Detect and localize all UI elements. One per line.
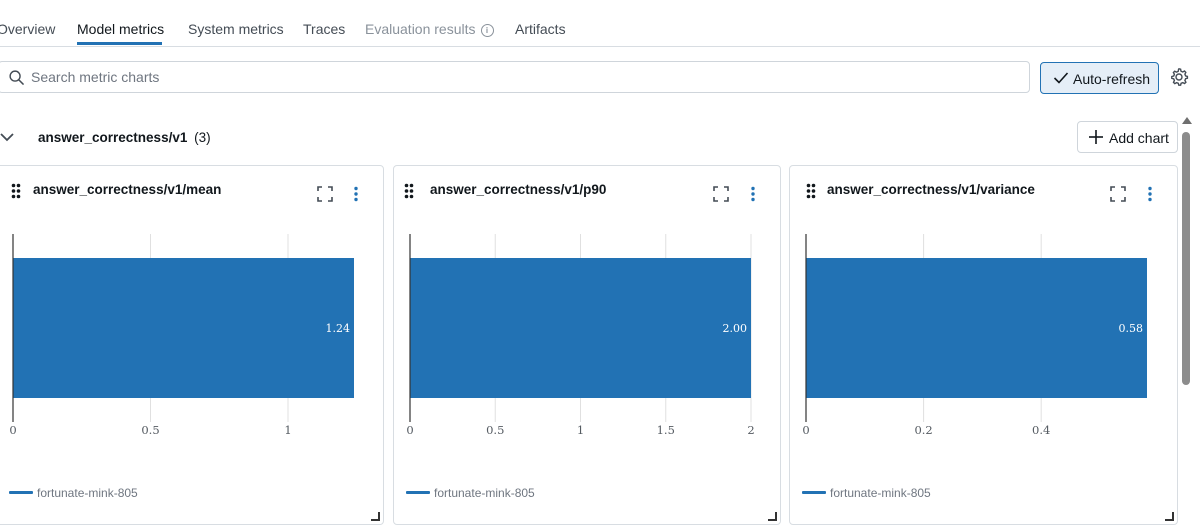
fullscreen-icon[interactable] xyxy=(713,186,729,202)
x-tick-label: 0 xyxy=(9,423,16,437)
tab-system-metrics[interactable]: System metrics xyxy=(188,21,284,37)
section-title: answer_correctness/v1 (3) xyxy=(38,130,211,145)
tab-evaluation-results-label: Evaluation results xyxy=(365,21,476,37)
bar xyxy=(806,258,1147,398)
tab-evaluation-results[interactable]: Evaluation results i xyxy=(365,21,494,37)
chart-card-p90: answer_correctness/v1/p90 2.00 0 0.5 1 1.5 2 … xyxy=(393,165,781,525)
drag-handle-icon[interactable] xyxy=(404,183,414,199)
chart-legend: fortunate-mink-805 xyxy=(802,486,931,500)
chart-legend: fortunate-mink-805 xyxy=(9,486,138,500)
bar-chart: 2.00 0 0.5 1 1.5 2 xyxy=(406,234,755,437)
auto-refresh-label: Auto-refresh xyxy=(1073,71,1151,87)
x-tick-label: 0 xyxy=(406,423,413,437)
chart-card-variance: answer_correctness/v1/variance 0.58 0 0.2 0… xyxy=(789,165,1178,525)
x-tick-label: 2 xyxy=(747,423,754,437)
x-tick-label: 0 xyxy=(802,423,809,437)
legend-label: fortunate-mink-805 xyxy=(37,486,138,500)
fullscreen-icon[interactable] xyxy=(1110,186,1126,202)
x-tick-label: 0.4 xyxy=(1032,423,1050,437)
resize-handle[interactable] xyxy=(768,512,777,521)
drag-handle-icon[interactable] xyxy=(11,183,21,199)
chart-legend: fortunate-mink-805 xyxy=(406,486,535,500)
add-chart-label: Add chart xyxy=(1109,130,1169,146)
active-tab-indicator xyxy=(77,42,162,45)
x-tick-label: 0.2 xyxy=(914,423,932,437)
x-tick-label: 1 xyxy=(577,423,584,437)
tab-artifacts[interactable]: Artifacts xyxy=(515,21,566,37)
tab-overview[interactable]: Overview xyxy=(0,21,56,37)
add-chart-button[interactable]: Add chart xyxy=(1077,121,1178,153)
resize-handle[interactable] xyxy=(371,512,380,521)
fullscreen-icon[interactable] xyxy=(317,186,333,202)
legend-swatch xyxy=(406,491,430,494)
x-tick-label: 0.5 xyxy=(486,423,504,437)
auto-refresh-button[interactable]: Auto-refresh xyxy=(1040,62,1159,94)
search-box xyxy=(0,61,1030,93)
kebab-menu-icon[interactable] xyxy=(1147,186,1153,202)
scrollbar[interactable] xyxy=(1180,117,1192,526)
search-input[interactable] xyxy=(31,68,1011,86)
tab-traces[interactable]: Traces xyxy=(303,21,346,37)
bar-chart: 1.24 0 0.5 1 xyxy=(9,234,354,437)
bar-chart: 0.58 0 0.2 0.4 xyxy=(802,234,1147,437)
x-tick-label: 0.5 xyxy=(141,423,159,437)
tab-model-metrics[interactable]: Model metrics xyxy=(77,21,165,37)
legend-swatch xyxy=(9,491,33,494)
x-tick-label: 1 xyxy=(284,423,291,437)
chart-title: answer_correctness/v1/variance xyxy=(827,182,1035,197)
chart-title: answer_correctness/v1/mean xyxy=(33,182,222,197)
resize-handle[interactable] xyxy=(1165,512,1174,521)
bar xyxy=(410,258,751,398)
scroll-up-arrow-icon[interactable] xyxy=(1182,117,1192,124)
bar-value-label: 2.00 xyxy=(723,322,748,335)
x-tick-label: 1.5 xyxy=(657,423,675,437)
bar-value-label: 1.24 xyxy=(326,322,351,335)
kebab-menu-icon[interactable] xyxy=(750,186,756,202)
gear-icon[interactable] xyxy=(1169,67,1189,87)
legend-swatch xyxy=(802,491,826,494)
legend-label: fortunate-mink-805 xyxy=(434,486,535,500)
chart-card-mean: answer_correctness/v1/mean 1.24 0 0.5 1 for… xyxy=(0,165,384,525)
check-icon xyxy=(1053,72,1069,84)
legend-label: fortunate-mink-805 xyxy=(830,486,931,500)
search-icon xyxy=(9,70,24,85)
tab-bar: Overview Model metrics System metrics Tr… xyxy=(0,0,1200,47)
kebab-menu-icon[interactable] xyxy=(353,186,359,202)
drag-handle-icon[interactable] xyxy=(806,183,816,199)
plus-icon xyxy=(1089,130,1103,144)
bar xyxy=(13,258,354,398)
info-icon[interactable]: i xyxy=(480,24,494,37)
bar-value-label: 0.58 xyxy=(1119,322,1144,335)
section-count: (3) xyxy=(194,130,211,145)
chevron-down-icon[interactable] xyxy=(0,131,14,143)
scroll-thumb[interactable] xyxy=(1182,132,1190,385)
section-title-text: answer_correctness/v1 xyxy=(38,130,188,145)
chart-title: answer_correctness/v1/p90 xyxy=(430,182,607,197)
